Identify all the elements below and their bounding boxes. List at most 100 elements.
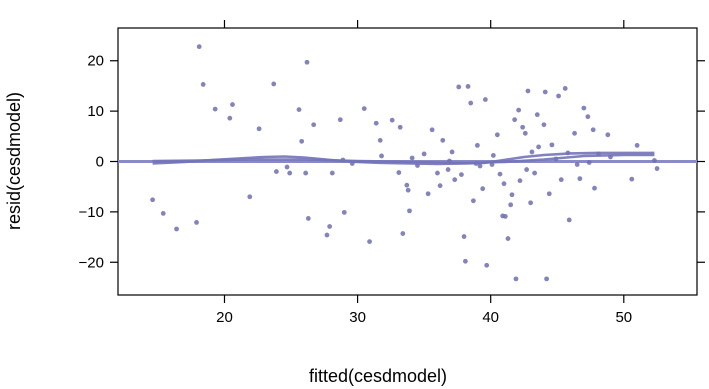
smooth-line-2 [152, 153, 655, 165]
data-point [634, 142, 640, 148]
data-point [445, 167, 451, 172]
data-point [367, 239, 372, 245]
data-point [542, 89, 548, 95]
data-point [556, 93, 561, 99]
y-axis-title: resid(cesdmodel) [4, 92, 24, 230]
data-point [440, 137, 446, 143]
data-point [490, 153, 496, 158]
data-point [407, 208, 412, 214]
data-point [284, 164, 290, 170]
data-point [497, 171, 503, 177]
data-point [256, 126, 262, 132]
data-point [377, 137, 383, 143]
data-point [516, 107, 522, 113]
data-point [200, 82, 206, 87]
data-point [654, 166, 660, 171]
data-point [566, 217, 572, 223]
x-tick-label: 20 [216, 309, 233, 326]
data-point [585, 114, 591, 120]
data-point [361, 106, 367, 112]
data-point [299, 138, 305, 144]
data-point [459, 172, 464, 177]
x-tick-label: 50 [615, 309, 632, 326]
data-point [227, 115, 233, 121]
data-point [592, 185, 597, 191]
data-point [174, 226, 179, 232]
data-point [572, 130, 577, 136]
data-point [532, 170, 538, 176]
data-point [327, 224, 333, 229]
data-point [474, 142, 480, 148]
data-point [524, 167, 530, 172]
data-point [590, 127, 596, 133]
data-point [196, 44, 202, 50]
y-tick-label: −20 [79, 254, 104, 271]
data-point [465, 84, 471, 89]
data-point [405, 187, 411, 193]
data-point [468, 100, 474, 106]
data-point [505, 236, 511, 241]
y-tick-label: 20 [87, 53, 104, 70]
data-point [271, 81, 277, 87]
data-point [452, 177, 458, 183]
data-point [230, 102, 235, 107]
data-point [522, 130, 528, 136]
data-point [528, 200, 534, 206]
data-point [513, 276, 519, 282]
data-point [482, 97, 488, 102]
data-point [529, 149, 535, 155]
data-point [429, 127, 435, 133]
data-point [273, 169, 279, 174]
data-point [501, 181, 507, 187]
data-point [494, 132, 500, 138]
data-point [581, 105, 587, 111]
data-point [296, 107, 302, 113]
data-point [470, 198, 476, 204]
data-point [421, 151, 427, 157]
data-point [484, 262, 490, 268]
data-point [509, 192, 515, 198]
data-point [194, 220, 199, 225]
data-point [409, 155, 415, 161]
data-point [389, 117, 395, 123]
data-point [341, 209, 347, 215]
data-point [574, 162, 580, 167]
data-point [652, 158, 657, 163]
data-point [541, 122, 547, 128]
y-tick-label: 0 [96, 154, 104, 171]
data-point [629, 176, 635, 182]
data-point [160, 210, 166, 216]
data-point [425, 191, 431, 197]
data-point [324, 232, 330, 238]
data-point [520, 124, 526, 130]
data-point [544, 276, 549, 282]
data-point [477, 163, 483, 169]
data-point [247, 194, 253, 200]
data-point [456, 84, 462, 90]
data-point [303, 170, 309, 176]
data-point [396, 170, 402, 175]
data-point [437, 183, 443, 189]
data-point [400, 231, 406, 236]
data-point [525, 88, 531, 94]
data-point [150, 197, 156, 203]
axis-ticks [110, 20, 705, 303]
data-point [311, 122, 317, 128]
data-point [305, 216, 311, 221]
data-point [449, 149, 455, 155]
data-point [480, 186, 486, 192]
x-axis-title: fitted(cesdmodel) [309, 366, 447, 386]
data-point [337, 117, 343, 123]
x-tick-label: 30 [349, 309, 366, 326]
y-tick-label: 10 [87, 103, 104, 120]
data-point [212, 106, 218, 112]
data-point [586, 160, 592, 165]
data-point [508, 202, 514, 208]
data-point [435, 170, 440, 176]
data-point [502, 214, 508, 219]
data-point [373, 120, 379, 126]
data-point [304, 59, 310, 65]
data-point [605, 132, 611, 138]
data-point [397, 124, 403, 130]
